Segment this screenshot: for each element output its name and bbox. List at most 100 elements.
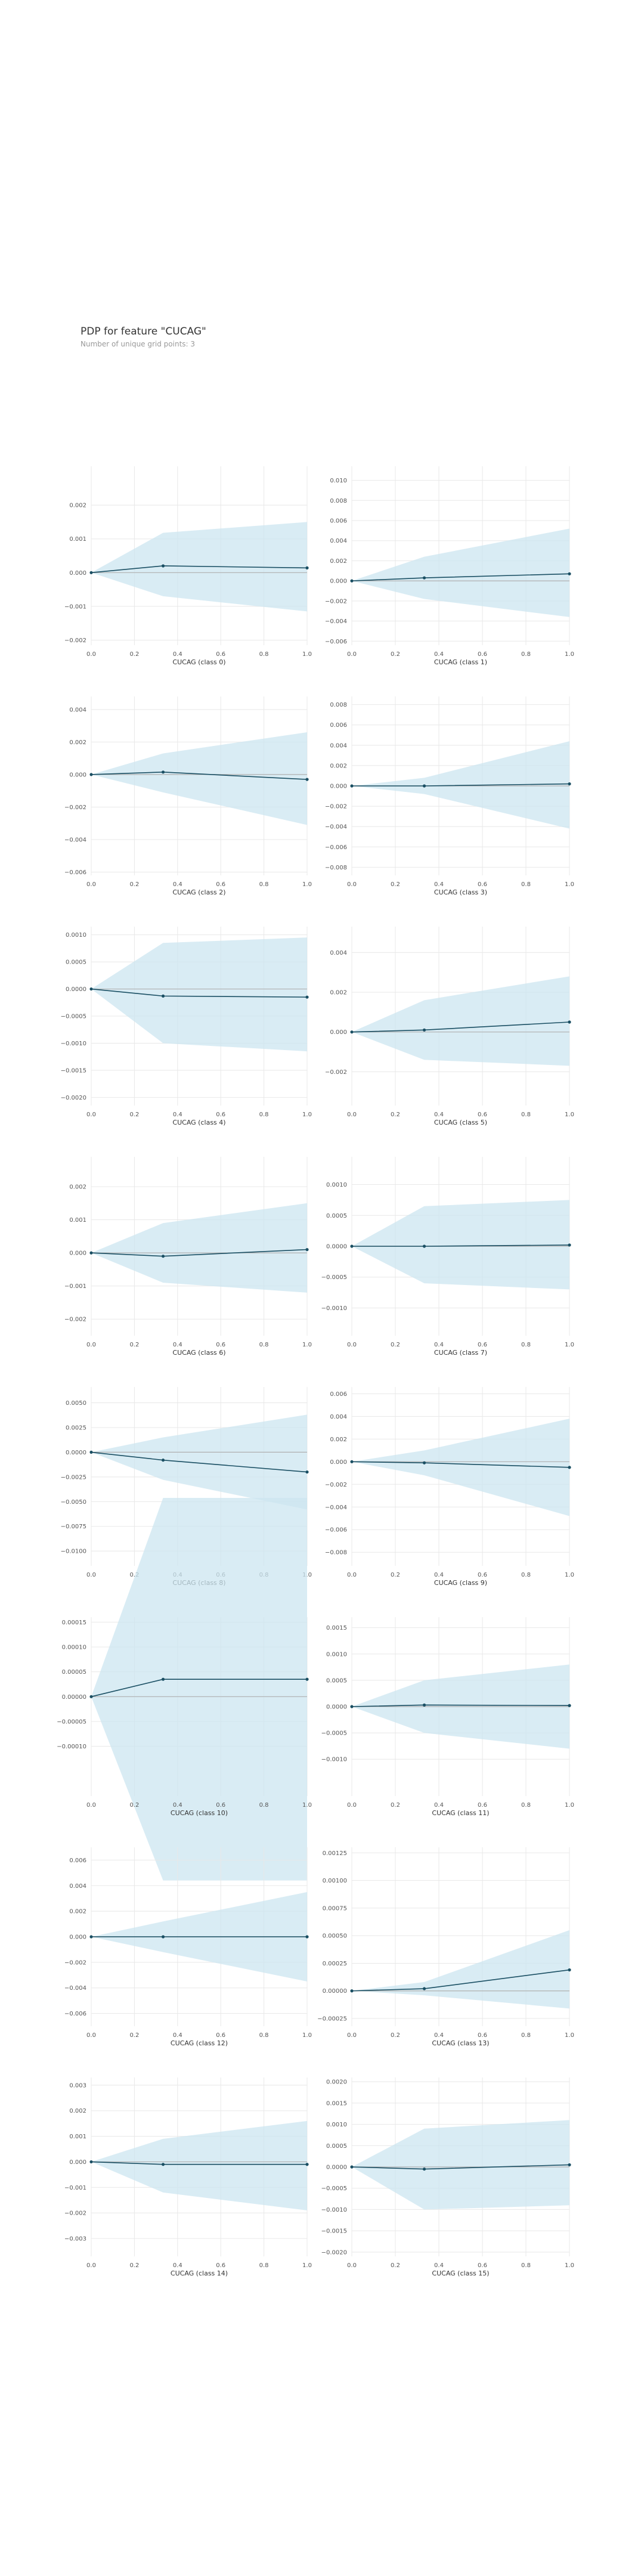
- confidence-band: [91, 1203, 307, 1293]
- pdp-point: [350, 579, 354, 583]
- y-tick-label: −0.0020: [61, 1095, 86, 1101]
- y-tick-label: −0.00025: [317, 2016, 347, 2023]
- x-tick-label: 0.2: [391, 1342, 400, 1348]
- y-tick-label: 0.0000: [66, 1450, 86, 1456]
- y-tick-label: 0.002: [69, 503, 86, 509]
- y-tick-label: −0.0075: [61, 1524, 86, 1530]
- confidence-band: [352, 1419, 569, 1516]
- x-tick-label: 0.2: [129, 1802, 139, 1809]
- y-tick-label: 0.006: [69, 1857, 86, 1864]
- confidence-band: [91, 937, 307, 1052]
- pdp-point: [161, 1459, 165, 1462]
- x-axis-label: CUCAG (class 1): [434, 658, 487, 666]
- y-tick-label: −0.006: [325, 639, 347, 645]
- y-tick-label: 0.000: [69, 2159, 86, 2166]
- x-axis-label: CUCAG (class 15): [432, 2270, 489, 2277]
- x-tick-label: 0.2: [391, 651, 400, 658]
- x-tick-label: 1.0: [302, 2032, 312, 2039]
- y-tick-label: 0.002: [69, 739, 86, 746]
- x-axis-label: CUCAG (class 14): [171, 2270, 228, 2277]
- y-tick-label: −0.001: [64, 1283, 86, 1290]
- confidence-band: [352, 1930, 569, 2009]
- pdp-point: [161, 770, 165, 774]
- x-tick-label: 0.4: [434, 1342, 444, 1348]
- y-tick-label: 0.00000: [323, 1988, 347, 1995]
- x-tick-label: 0.6: [478, 1572, 487, 1578]
- y-tick-label: 0.002: [69, 1184, 86, 1191]
- x-tick-label: 0.2: [129, 1342, 139, 1348]
- x-tick-label: 0.8: [521, 881, 531, 888]
- x-axis-label: CUCAG (class 11): [432, 1809, 489, 1817]
- pdp-point: [568, 1466, 571, 1469]
- y-tick-label: 0.006: [330, 1391, 347, 1398]
- y-tick-label: 0.00050: [323, 1933, 347, 1940]
- x-tick-label: 1.0: [565, 881, 574, 888]
- y-tick-label: −0.0010: [61, 1041, 86, 1047]
- y-tick-label: 0.001: [69, 1217, 86, 1224]
- x-tick-label: 0.6: [216, 1802, 225, 1809]
- confidence-band: [352, 976, 569, 1066]
- x-tick-label: 1.0: [302, 1111, 312, 1118]
- x-tick-label: 0.2: [129, 881, 139, 888]
- x-tick-label: 0.4: [173, 1802, 182, 1809]
- confidence-band: [91, 1414, 307, 1510]
- x-tick-label: 0.0: [86, 2262, 96, 2269]
- y-tick-label: 0.0000: [326, 1244, 347, 1250]
- x-tick-label: 0.0: [347, 2262, 357, 2269]
- y-tick-label: 0.002: [330, 558, 347, 565]
- pdp-subplot-6: −0.002 −0.001 0.000 0.001 0.002 0.0 0.2 0.4 0.6 0…: [64, 1157, 312, 1357]
- pdp-point: [568, 1243, 571, 1247]
- pdp-point: [305, 1935, 309, 1939]
- pdp-point: [89, 1251, 93, 1255]
- x-axis-label: CUCAG (class 0): [172, 658, 225, 666]
- y-tick-label: 0.000: [330, 578, 347, 585]
- x-tick-label: 0.4: [173, 2032, 182, 2039]
- pdp-point: [422, 576, 426, 580]
- x-tick-label: 0.8: [521, 651, 531, 658]
- x-axis-label: CUCAG (class 7): [434, 1349, 487, 1357]
- x-tick-label: 0.6: [478, 1802, 487, 1809]
- y-tick-label: 0.000: [69, 1250, 86, 1257]
- y-tick-label: −0.002: [64, 1959, 86, 1966]
- pdp-point: [89, 1695, 93, 1698]
- pdp-point: [350, 2165, 354, 2169]
- y-tick-label: −0.006: [64, 869, 86, 876]
- y-tick-label: −0.001: [64, 2185, 86, 2191]
- x-tick-label: 0.6: [478, 651, 487, 658]
- y-tick-label: 0.000: [330, 1459, 347, 1466]
- pdp-subplot-10: −0.00010 −0.00005 0.00000 0.00005 0.00010 0.0…: [57, 1498, 312, 1881]
- x-tick-label: 0.4: [434, 881, 444, 888]
- x-tick-label: 0.4: [173, 1111, 182, 1118]
- x-tick-label: 0.4: [173, 651, 182, 658]
- pdp-point: [89, 773, 93, 776]
- y-tick-label: 0.006: [330, 722, 347, 729]
- y-tick-label: 0.008: [330, 498, 347, 504]
- y-tick-label: 0.0000: [66, 986, 86, 993]
- y-tick-label: −0.004: [64, 837, 86, 844]
- x-tick-label: 0.2: [391, 1572, 400, 1578]
- pdp-subplot-9: −0.008 −0.006 −0.004 −0.002 0.000 0.002 0.004 0…: [325, 1387, 574, 1587]
- pdp-point: [422, 1987, 426, 1990]
- x-tick-label: 0.8: [521, 2032, 531, 2039]
- x-tick-label: 0.8: [259, 1111, 269, 1118]
- y-tick-label: −0.002: [64, 1317, 86, 1323]
- confidence-band: [352, 528, 569, 617]
- y-tick-label: −0.0005: [321, 1274, 347, 1281]
- x-axis-label: CUCAG (class 6): [172, 1349, 225, 1357]
- pdp-subplot-5: −0.002 0.000 0.002 0.004 0.0 0.2 0.4 0.6 0.8 1.0 C…: [325, 927, 574, 1126]
- pdp-subplot-12: −0.006 −0.004 −0.002 0.000 0.002 0.004 0.006 0.…: [64, 1847, 312, 2047]
- x-tick-label: 0.4: [173, 881, 182, 888]
- x-tick-label: 0.0: [86, 1111, 96, 1118]
- x-tick-label: 0.4: [173, 1342, 182, 1348]
- x-tick-label: 0.0: [347, 651, 357, 658]
- y-tick-label: −0.003: [64, 2236, 86, 2243]
- confidence-band: [91, 1498, 307, 1881]
- y-tick-label: −0.002: [325, 598, 347, 605]
- y-tick-label: −0.006: [325, 1527, 347, 1534]
- x-tick-label: 0.8: [259, 2032, 269, 2039]
- x-tick-label: 0.2: [129, 651, 139, 658]
- y-tick-label: 0.00005: [62, 1669, 86, 1676]
- x-tick-label: 0.6: [216, 881, 225, 888]
- pdp-point: [350, 1244, 354, 1248]
- x-tick-label: 0.6: [216, 651, 225, 658]
